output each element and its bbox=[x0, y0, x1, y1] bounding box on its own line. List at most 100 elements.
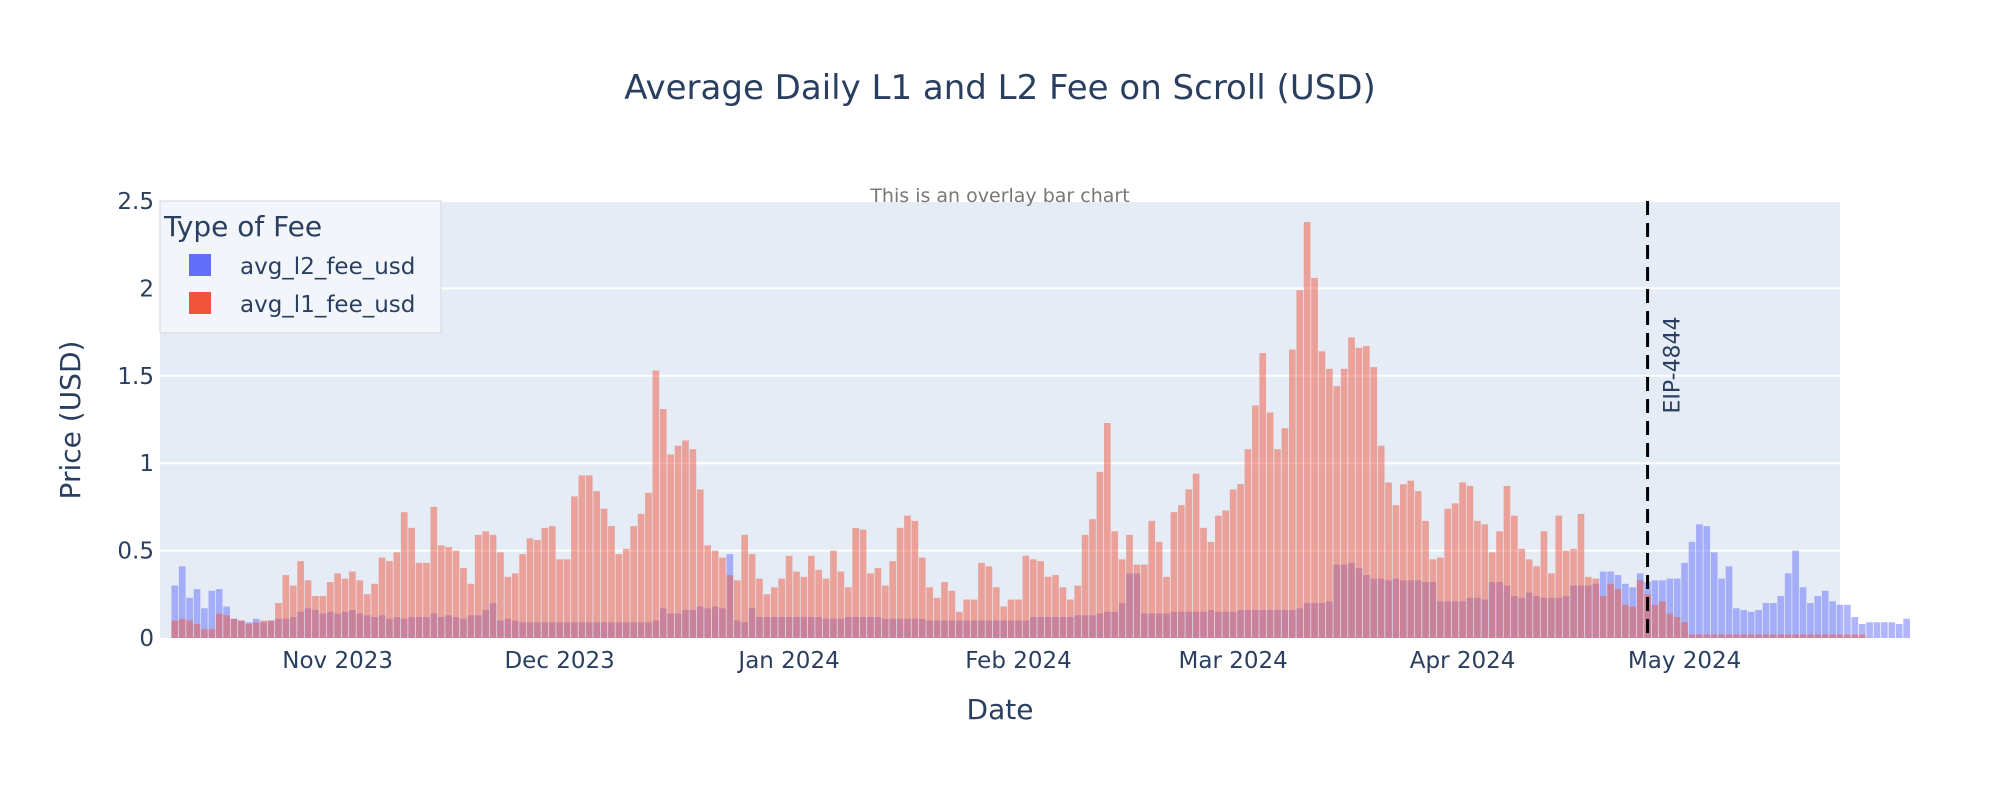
bar-avg-l2-fee-usd bbox=[1799, 587, 1807, 638]
bar-avg-l1-fee-usd bbox=[1688, 634, 1696, 638]
bar-avg-l1-fee-usd bbox=[215, 613, 223, 638]
bar-avg-l1-fee-usd bbox=[578, 475, 586, 638]
bar-avg-l1-fee-usd bbox=[1555, 515, 1563, 638]
bar-avg-l1-fee-usd bbox=[837, 571, 845, 638]
legend-label-avg-l1-fee-usd: avg_l1_fee_usd bbox=[240, 292, 415, 318]
bar-avg-l1-fee-usd bbox=[260, 620, 267, 638]
bar-avg-l1-fee-usd bbox=[1140, 564, 1148, 638]
bar-avg-l1-fee-usd bbox=[1622, 604, 1629, 638]
bar-avg-l1-fee-usd bbox=[252, 622, 260, 638]
bar-avg-l1-fee-usd bbox=[748, 554, 756, 638]
bar-avg-l1-fee-usd bbox=[992, 587, 1000, 638]
bar-avg-l1-fee-usd bbox=[1496, 531, 1503, 638]
bar-avg-l1-fee-usd bbox=[1155, 541, 1163, 638]
bar-avg-l1-fee-usd bbox=[1740, 634, 1748, 638]
bar-avg-l1-fee-usd bbox=[1807, 634, 1814, 638]
bar-avg-l1-fee-usd bbox=[1215, 515, 1222, 638]
bar-avg-l1-fee-usd bbox=[1237, 484, 1244, 638]
bar-avg-l1-fee-usd bbox=[674, 445, 682, 638]
y-tick-label: 2.5 bbox=[117, 189, 154, 215]
bar-avg-l1-fee-usd bbox=[289, 585, 297, 638]
bar-avg-l1-fee-usd bbox=[1829, 634, 1836, 638]
bar-avg-l1-fee-usd bbox=[1747, 634, 1755, 638]
bar-avg-l1-fee-usd bbox=[822, 578, 830, 638]
bar-avg-l1-fee-usd bbox=[1525, 559, 1533, 638]
bar-avg-l1-fee-usd bbox=[1126, 534, 1133, 638]
bar-avg-l1-fee-usd bbox=[1821, 634, 1829, 638]
bar-avg-l1-fee-usd bbox=[1518, 548, 1526, 638]
bar-avg-l1-fee-usd bbox=[1385, 482, 1392, 638]
bar-avg-l1-fee-usd bbox=[1311, 277, 1318, 638]
bar-avg-l2-fee-usd bbox=[1688, 541, 1696, 638]
vline-label: EIP-4844 bbox=[1661, 316, 1686, 413]
bar-avg-l1-fee-usd bbox=[1673, 617, 1681, 638]
bar-avg-l1-fee-usd bbox=[1644, 594, 1651, 638]
y-axis-title: Price (USD) bbox=[54, 341, 87, 500]
bar-avg-l1-fee-usd bbox=[1185, 489, 1193, 638]
bar-avg-l2-fee-usd bbox=[1755, 610, 1762, 638]
bar-avg-l2-fee-usd bbox=[1681, 562, 1688, 638]
bar-avg-l2-fee-usd bbox=[1814, 596, 1822, 638]
bar-avg-l1-fee-usd bbox=[1562, 550, 1570, 638]
bar-avg-l2-fee-usd bbox=[208, 590, 216, 638]
bar-avg-l1-fee-usd bbox=[1488, 552, 1496, 638]
bar-avg-l1-fee-usd bbox=[1784, 634, 1792, 638]
bar-avg-l1-fee-usd bbox=[1407, 480, 1415, 638]
bar-avg-l1-fee-usd bbox=[1111, 531, 1119, 638]
bar-avg-l1-fee-usd bbox=[1207, 541, 1215, 638]
bar-avg-l1-fee-usd bbox=[1696, 634, 1703, 638]
bar-avg-l1-fee-usd bbox=[371, 583, 378, 638]
bar-avg-l1-fee-usd bbox=[1059, 587, 1067, 638]
bar-avg-l1-fee-usd bbox=[645, 492, 652, 638]
bar-avg-l1-fee-usd bbox=[541, 527, 549, 638]
bar-avg-l1-fee-usd bbox=[341, 578, 349, 638]
bar-avg-l1-fee-usd bbox=[208, 629, 216, 638]
bar-avg-l1-fee-usd bbox=[334, 573, 341, 638]
bar-avg-l1-fee-usd bbox=[275, 603, 282, 638]
bar-avg-l1-fee-usd bbox=[1481, 524, 1489, 638]
bar-avg-l1-fee-usd bbox=[1814, 634, 1822, 638]
bar-avg-l1-fee-usd bbox=[504, 576, 512, 638]
bar-avg-l1-fee-usd bbox=[1437, 557, 1444, 638]
bar-avg-l1-fee-usd bbox=[415, 562, 423, 638]
bar-avg-l1-fee-usd bbox=[460, 568, 467, 638]
bar-avg-l1-fee-usd bbox=[1474, 520, 1481, 638]
bar-avg-l1-fee-usd bbox=[889, 561, 897, 638]
bar-avg-l1-fee-usd bbox=[1799, 634, 1807, 638]
bar-avg-l2-fee-usd bbox=[1858, 624, 1866, 638]
bar-avg-l1-fee-usd bbox=[1000, 606, 1008, 638]
bar-avg-l1-fee-usd bbox=[1303, 221, 1311, 639]
bar-avg-l2-fee-usd bbox=[1770, 603, 1777, 638]
bar-avg-l2-fee-usd bbox=[1733, 608, 1740, 638]
bar-avg-l1-fee-usd bbox=[1037, 561, 1045, 638]
bar-avg-l1-fee-usd bbox=[859, 529, 867, 638]
bar-avg-l1-fee-usd bbox=[830, 550, 837, 638]
bar-avg-l1-fee-usd bbox=[941, 582, 948, 638]
bar-avg-l1-fee-usd bbox=[815, 569, 823, 638]
bar-avg-l2-fee-usd bbox=[1836, 604, 1844, 638]
bar-avg-l1-fee-usd bbox=[1681, 622, 1688, 638]
y-tick-label: 0 bbox=[139, 626, 154, 652]
bar-avg-l1-fee-usd bbox=[1029, 559, 1037, 638]
bar-avg-l1-fee-usd bbox=[408, 527, 415, 638]
bar-avg-l1-fee-usd bbox=[1192, 473, 1200, 638]
legend-label-avg-l2-fee-usd: avg_l2_fee_usd bbox=[240, 254, 415, 280]
x-tick-label: May 2024 bbox=[1628, 648, 1741, 674]
bar-avg-l1-fee-usd bbox=[1607, 583, 1614, 638]
bar-avg-l1-fee-usd bbox=[608, 526, 615, 638]
bar-avg-l1-fee-usd bbox=[1792, 634, 1799, 638]
x-tick-label: Mar 2024 bbox=[1179, 648, 1288, 674]
bar-avg-l1-fee-usd bbox=[1844, 634, 1851, 638]
bar-avg-l1-fee-usd bbox=[600, 508, 608, 638]
bar-avg-l1-fee-usd bbox=[1777, 634, 1785, 638]
bar-avg-l1-fee-usd bbox=[1281, 428, 1289, 638]
bar-avg-l1-fee-usd bbox=[1592, 578, 1600, 638]
bar-avg-l1-fee-usd bbox=[282, 575, 290, 638]
bar-avg-l2-fee-usd bbox=[1903, 618, 1910, 638]
bar-avg-l1-fee-usd bbox=[926, 587, 934, 638]
bar-avg-l1-fee-usd bbox=[349, 571, 356, 638]
bar-avg-l1-fee-usd bbox=[556, 559, 563, 638]
bar-avg-l2-fee-usd bbox=[186, 597, 193, 638]
bar-avg-l1-fee-usd bbox=[1252, 405, 1259, 638]
bar-avg-l1-fee-usd bbox=[1459, 482, 1466, 638]
